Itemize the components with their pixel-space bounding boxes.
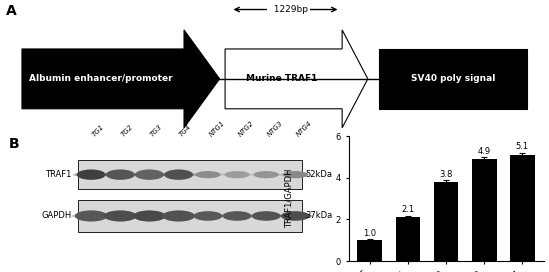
Text: Murine TRAF1: Murine TRAF1 (246, 74, 317, 84)
Y-axis label: TRAF1/GAPDH: TRAF1/GAPDH (285, 169, 294, 228)
Ellipse shape (135, 169, 164, 180)
Polygon shape (22, 30, 220, 128)
Ellipse shape (164, 169, 193, 180)
Bar (434, 182, 458, 261)
Ellipse shape (193, 211, 222, 221)
Text: NTG1: NTG1 (208, 119, 226, 137)
Ellipse shape (281, 211, 310, 221)
Text: NTG2: NTG2 (237, 119, 255, 137)
Text: TG3: TG3 (149, 123, 164, 137)
Text: A: A (5, 4, 16, 18)
Ellipse shape (104, 210, 137, 222)
Text: 2.1: 2.1 (401, 205, 414, 214)
Ellipse shape (100, 214, 140, 218)
Polygon shape (225, 30, 368, 128)
Bar (510, 155, 535, 261)
Text: TG2: TG2 (120, 123, 135, 137)
Ellipse shape (106, 169, 135, 180)
Ellipse shape (133, 210, 166, 222)
Text: 52kDa: 52kDa (305, 170, 332, 179)
Ellipse shape (248, 214, 284, 218)
Text: 37kDa: 37kDa (305, 211, 333, 221)
Text: B: B (9, 137, 19, 151)
Ellipse shape (71, 214, 111, 218)
Text: Albumin enhancer/promoter: Albumin enhancer/promoter (29, 74, 173, 84)
Text: TG4: TG4 (178, 123, 193, 137)
Ellipse shape (77, 169, 105, 180)
Text: TG1: TG1 (91, 123, 105, 137)
Ellipse shape (283, 171, 308, 178)
Ellipse shape (102, 172, 138, 177)
Ellipse shape (250, 173, 283, 176)
Text: 4.9: 4.9 (478, 147, 491, 156)
Ellipse shape (221, 173, 253, 176)
Ellipse shape (75, 210, 108, 222)
Ellipse shape (254, 171, 279, 178)
Text: GAPDH: GAPDH (41, 211, 71, 221)
Ellipse shape (277, 214, 313, 218)
Ellipse shape (192, 173, 224, 176)
FancyBboxPatch shape (78, 200, 302, 232)
Ellipse shape (219, 214, 255, 218)
Polygon shape (379, 49, 527, 109)
Ellipse shape (225, 171, 250, 178)
Ellipse shape (251, 211, 281, 221)
Ellipse shape (131, 172, 167, 177)
Text: 1.0: 1.0 (363, 228, 377, 237)
Text: 3.8: 3.8 (439, 170, 453, 179)
Text: TRAF1: TRAF1 (45, 170, 71, 179)
Bar (357, 240, 382, 261)
FancyBboxPatch shape (78, 160, 302, 189)
Text: 1229bp: 1229bp (268, 5, 308, 14)
Bar (396, 217, 421, 261)
Text: NTG3: NTG3 (266, 119, 284, 137)
Text: SV40 poly signal: SV40 poly signal (411, 74, 495, 84)
Ellipse shape (73, 172, 109, 177)
Text: 5.1: 5.1 (516, 142, 529, 151)
Ellipse shape (163, 210, 195, 222)
Ellipse shape (160, 172, 197, 177)
Ellipse shape (190, 214, 226, 218)
Ellipse shape (279, 173, 312, 176)
Ellipse shape (222, 211, 251, 221)
Text: NTG4: NTG4 (295, 119, 313, 137)
Ellipse shape (159, 214, 199, 218)
Ellipse shape (130, 214, 170, 218)
Bar (472, 159, 496, 261)
Ellipse shape (195, 171, 221, 178)
